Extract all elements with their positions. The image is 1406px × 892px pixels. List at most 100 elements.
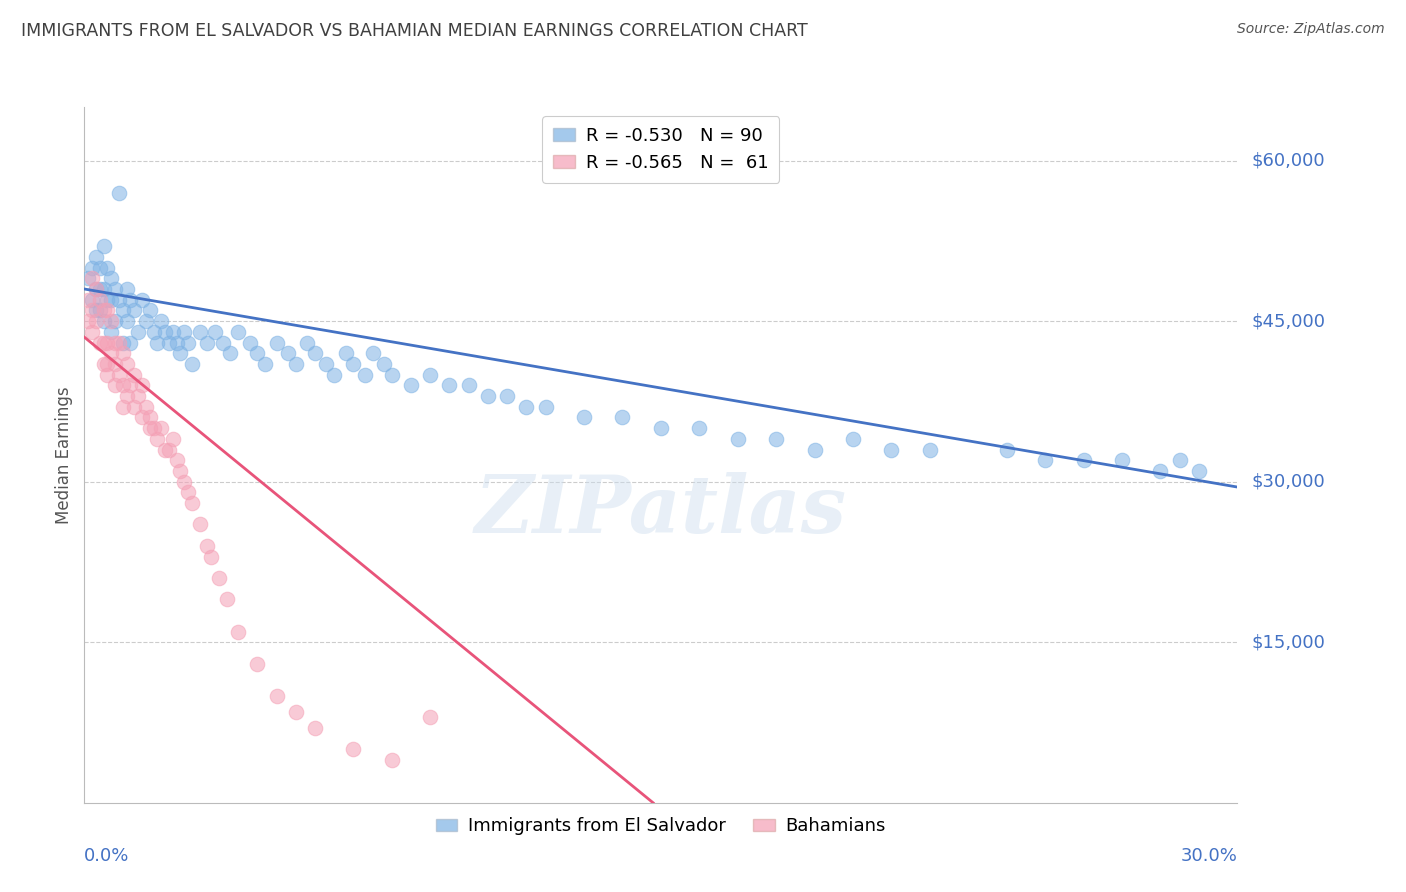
Point bbox=[77, 293, 100, 307]
Point bbox=[108, 293, 131, 307]
Point bbox=[138, 303, 160, 318]
Point bbox=[93, 303, 115, 318]
Point bbox=[131, 378, 153, 392]
Point bbox=[169, 346, 191, 360]
Point bbox=[108, 335, 131, 350]
Point bbox=[284, 705, 307, 719]
Point bbox=[496, 389, 519, 403]
Text: $45,000: $45,000 bbox=[1251, 312, 1326, 330]
Point bbox=[323, 368, 346, 382]
Text: IMMIGRANTS FROM EL SALVADOR VS BAHAMIAN MEDIAN EARNINGS CORRELATION CHART: IMMIGRANTS FROM EL SALVADOR VS BAHAMIAN … bbox=[21, 22, 808, 40]
Point bbox=[219, 346, 242, 360]
Point bbox=[84, 314, 107, 328]
Point bbox=[111, 303, 134, 318]
Point bbox=[150, 421, 173, 435]
Point bbox=[177, 485, 200, 500]
Point bbox=[284, 357, 307, 371]
Point bbox=[89, 335, 111, 350]
Point bbox=[108, 368, 131, 382]
Point bbox=[127, 389, 149, 403]
Text: $30,000: $30,000 bbox=[1251, 473, 1324, 491]
Point bbox=[142, 325, 165, 339]
Point bbox=[803, 442, 825, 457]
Point bbox=[96, 357, 118, 371]
Point bbox=[115, 357, 138, 371]
Point bbox=[138, 410, 160, 425]
Point bbox=[120, 335, 142, 350]
Point bbox=[124, 303, 146, 318]
Point bbox=[100, 293, 122, 307]
Point bbox=[124, 368, 146, 382]
Point bbox=[111, 335, 134, 350]
Point bbox=[80, 260, 103, 275]
Point bbox=[84, 282, 107, 296]
Point bbox=[173, 475, 195, 489]
Point bbox=[399, 378, 422, 392]
Point bbox=[93, 282, 115, 296]
Point bbox=[111, 400, 134, 414]
Point bbox=[80, 325, 103, 339]
Point bbox=[96, 293, 118, 307]
Point bbox=[208, 571, 231, 585]
Point bbox=[842, 432, 865, 446]
Point bbox=[100, 314, 122, 328]
Point bbox=[153, 325, 176, 339]
Point bbox=[84, 282, 107, 296]
Point bbox=[419, 368, 441, 382]
Point bbox=[534, 400, 557, 414]
Point bbox=[100, 346, 122, 360]
Point bbox=[146, 432, 169, 446]
Point bbox=[211, 335, 233, 350]
Point bbox=[381, 368, 404, 382]
Point bbox=[277, 346, 299, 360]
Point bbox=[515, 400, 537, 414]
Point bbox=[173, 325, 195, 339]
Point bbox=[120, 293, 142, 307]
Point bbox=[266, 689, 288, 703]
Point bbox=[297, 335, 319, 350]
Point bbox=[108, 186, 131, 200]
Point bbox=[131, 293, 153, 307]
Point bbox=[162, 432, 184, 446]
Point bbox=[457, 378, 479, 392]
Point bbox=[115, 314, 138, 328]
Point bbox=[419, 710, 441, 724]
Text: $15,000: $15,000 bbox=[1251, 633, 1324, 651]
Point bbox=[104, 314, 127, 328]
Point bbox=[246, 657, 269, 671]
Point bbox=[84, 303, 107, 318]
Text: $60,000: $60,000 bbox=[1251, 152, 1324, 169]
Point bbox=[1188, 464, 1211, 478]
Point bbox=[880, 442, 903, 457]
Point bbox=[1149, 464, 1171, 478]
Text: 0.0%: 0.0% bbox=[84, 847, 129, 865]
Point bbox=[918, 442, 941, 457]
Point bbox=[146, 335, 169, 350]
Point bbox=[104, 335, 127, 350]
Point bbox=[93, 314, 115, 328]
Text: 30.0%: 30.0% bbox=[1181, 847, 1237, 865]
Point bbox=[96, 303, 118, 318]
Point bbox=[162, 325, 184, 339]
Point bbox=[246, 346, 269, 360]
Point bbox=[226, 624, 249, 639]
Point bbox=[177, 335, 200, 350]
Point bbox=[89, 303, 111, 318]
Point bbox=[153, 442, 176, 457]
Point bbox=[253, 357, 276, 371]
Point bbox=[995, 442, 1018, 457]
Legend: Immigrants from El Salvador, Bahamians: Immigrants from El Salvador, Bahamians bbox=[429, 810, 893, 842]
Point bbox=[304, 721, 326, 735]
Point bbox=[361, 346, 384, 360]
Point bbox=[157, 442, 180, 457]
Point bbox=[215, 592, 238, 607]
Point bbox=[84, 250, 107, 264]
Point bbox=[188, 517, 211, 532]
Point bbox=[120, 378, 142, 392]
Point bbox=[131, 410, 153, 425]
Point bbox=[80, 271, 103, 285]
Point bbox=[96, 368, 118, 382]
Point bbox=[93, 357, 115, 371]
Point bbox=[342, 357, 364, 371]
Point bbox=[104, 378, 127, 392]
